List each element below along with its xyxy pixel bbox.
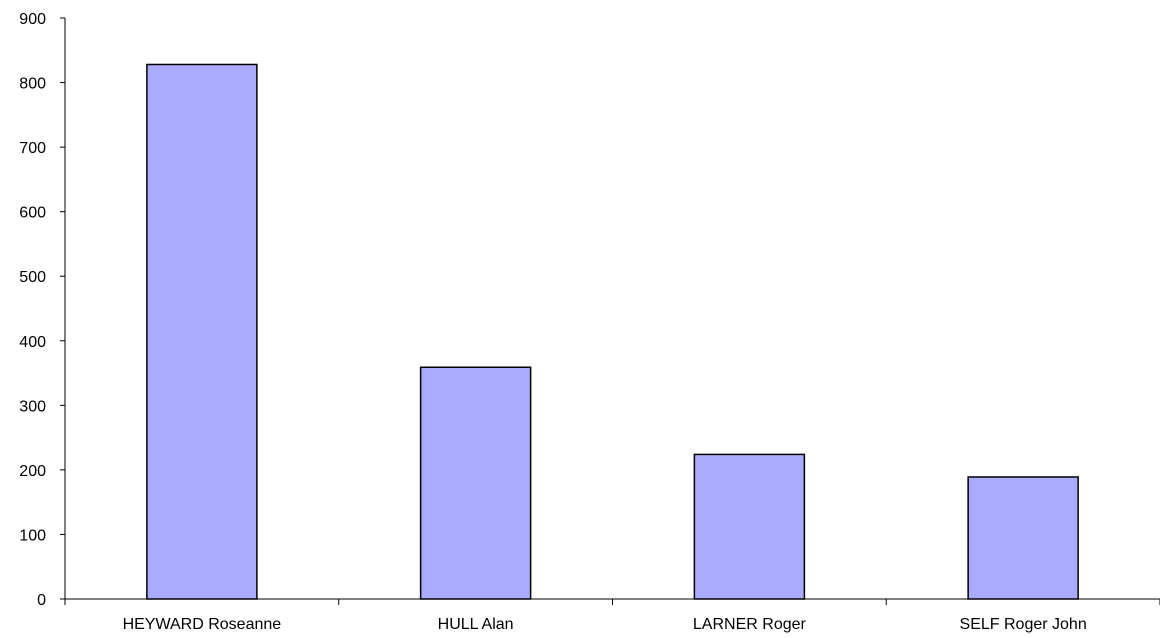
- y-tick-label: 500: [19, 269, 46, 286]
- y-axis: 0 100 200 300 400 500 600 700 800 900: [19, 11, 66, 609]
- x-tick-label: HULL Alan: [438, 616, 514, 633]
- y-tick-label: 800: [19, 76, 46, 93]
- bar-heyward-roseanne: [146, 63, 258, 600]
- bar-self-roger-john: [967, 476, 1079, 600]
- y-tick-label: 200: [19, 463, 46, 480]
- x-tick-label: LARNER Roger: [693, 616, 807, 633]
- x-axis: HEYWARD Roseanne HULL Alan LARNER Roger SEL…: [64, 598, 1160, 633]
- bars: [146, 63, 1079, 600]
- y-tick-label: 900: [19, 11, 46, 28]
- y-tick-label: 400: [19, 334, 46, 351]
- y-tick-label: 300: [19, 398, 46, 415]
- y-tick-label: 600: [19, 205, 46, 222]
- x-tick-label: HEYWARD Roseanne: [123, 616, 282, 633]
- y-tick-label: 100: [19, 527, 46, 544]
- y-tick-label: 700: [19, 140, 46, 157]
- bar-larner-roger: [693, 453, 806, 600]
- bar-hull-alan: [419, 366, 532, 600]
- y-tick-label: 0: [37, 592, 46, 609]
- x-tick-label: SELF Roger John: [960, 616, 1087, 633]
